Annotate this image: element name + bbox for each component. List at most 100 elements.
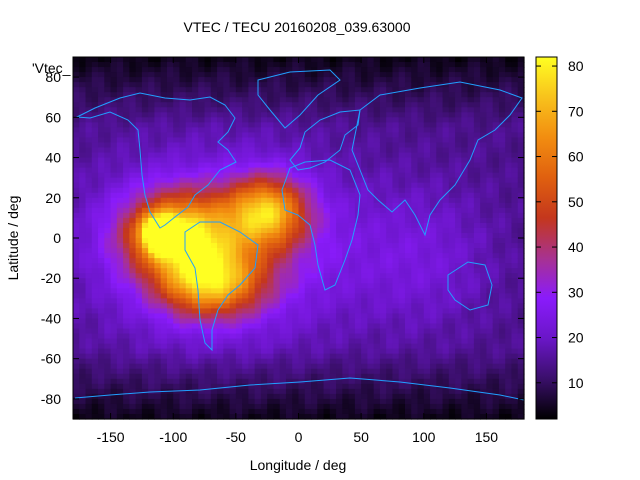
heatmap-cell <box>217 278 224 284</box>
heatmap-cell <box>248 102 256 108</box>
heatmap-cell <box>348 353 356 360</box>
heatmap-cell <box>467 353 475 360</box>
heatmap-cell <box>148 167 156 174</box>
heatmap-cell <box>210 328 218 335</box>
heatmap-cell <box>417 127 425 134</box>
heatmap-cell <box>480 157 488 164</box>
heatmap-cell <box>166 248 174 254</box>
heatmap-cell <box>260 293 268 299</box>
heatmap-cell <box>329 187 337 194</box>
heatmap-cell <box>123 197 130 204</box>
heatmap-cell <box>79 298 87 304</box>
heatmap-cell <box>198 283 206 289</box>
heatmap-cell <box>110 348 118 355</box>
heatmap-cell <box>379 62 387 68</box>
heatmap-cell <box>473 87 481 93</box>
heatmap-cell <box>273 273 281 279</box>
heatmap-cell <box>154 72 162 78</box>
heatmap-cell <box>379 318 387 325</box>
heatmap-cell <box>79 77 87 83</box>
heatmap-cell <box>336 388 343 395</box>
heatmap-cell <box>279 408 287 415</box>
heatmap-cell <box>411 283 419 289</box>
heatmap-cell <box>430 92 437 98</box>
heatmap-cell <box>223 273 231 279</box>
heatmap-cell <box>179 278 187 284</box>
heatmap-cell <box>423 207 431 214</box>
heatmap-cell <box>298 373 306 380</box>
heatmap-cell <box>311 368 318 375</box>
heatmap-cell <box>173 283 181 289</box>
heatmap-cell <box>361 403 368 410</box>
heatmap-cell <box>210 408 218 415</box>
heatmap-cell <box>448 77 456 83</box>
heatmap-cell <box>235 388 243 395</box>
heatmap-cell <box>417 358 425 365</box>
heatmap-cell <box>135 67 143 73</box>
heatmap-cell <box>273 263 281 269</box>
heatmap-cell <box>417 162 425 169</box>
heatmap-cell <box>260 92 268 98</box>
heatmap-cell <box>160 338 168 345</box>
heatmap-cell <box>179 97 187 103</box>
heatmap-cell <box>486 62 494 68</box>
heatmap-cell <box>336 217 343 224</box>
heatmap-cell <box>442 82 450 88</box>
heatmap-cell <box>198 368 206 375</box>
heatmap-cell <box>260 343 268 350</box>
heatmap-cell <box>498 348 506 355</box>
heatmap-cell <box>85 207 93 214</box>
heatmap-cell <box>367 328 375 335</box>
heatmap-cell <box>279 278 287 284</box>
heatmap-cell <box>379 303 387 309</box>
heatmap-cell <box>73 162 80 169</box>
heatmap-cell <box>110 182 118 189</box>
heatmap-cell <box>392 273 400 279</box>
heatmap-cell <box>235 403 243 410</box>
heatmap-cell <box>498 132 506 139</box>
heatmap-cell <box>85 157 93 164</box>
heatmap-cell <box>455 303 462 309</box>
heatmap-cell <box>85 328 93 335</box>
heatmap-cell <box>148 373 156 380</box>
heatmap-cell <box>417 147 425 154</box>
heatmap-cell <box>329 182 337 189</box>
heatmap-cell <box>98 268 105 274</box>
heatmap-cell <box>160 102 168 108</box>
heatmap-cell <box>160 253 168 259</box>
heatmap-cell <box>430 278 437 284</box>
heatmap-cell <box>160 373 168 380</box>
heatmap-cell <box>217 388 224 395</box>
heatmap-cell <box>248 122 256 128</box>
heatmap-cell <box>204 87 212 93</box>
heatmap-cell <box>235 393 243 400</box>
heatmap-cell <box>116 258 124 264</box>
heatmap-cell <box>304 413 312 420</box>
heatmap-cell <box>273 283 281 289</box>
heatmap-cell <box>417 107 425 113</box>
heatmap-cell <box>98 187 105 194</box>
heatmap-cell <box>298 97 306 103</box>
heatmap-cell <box>210 293 218 299</box>
heatmap-cell <box>160 57 168 63</box>
heatmap-cell <box>129 162 137 169</box>
heatmap-cell <box>248 343 256 350</box>
heatmap-cell <box>455 142 462 149</box>
heatmap-cell <box>98 323 105 330</box>
heatmap-cell <box>260 358 268 365</box>
heatmap-cell <box>386 92 394 98</box>
heatmap-cell <box>116 288 124 294</box>
heatmap-cell <box>217 363 224 370</box>
heatmap-cell <box>104 147 112 154</box>
heatmap-cell <box>173 293 181 299</box>
heatmap-cell <box>135 187 143 194</box>
heatmap-cell <box>329 147 337 154</box>
heatmap-cell <box>204 212 212 219</box>
heatmap-cell <box>185 67 193 73</box>
heatmap-cell <box>436 373 444 380</box>
heatmap-cell <box>467 182 475 189</box>
heatmap-cell <box>417 348 425 355</box>
heatmap-cell <box>329 293 337 299</box>
heatmap-cell <box>304 348 312 355</box>
heatmap-cell <box>461 77 469 83</box>
